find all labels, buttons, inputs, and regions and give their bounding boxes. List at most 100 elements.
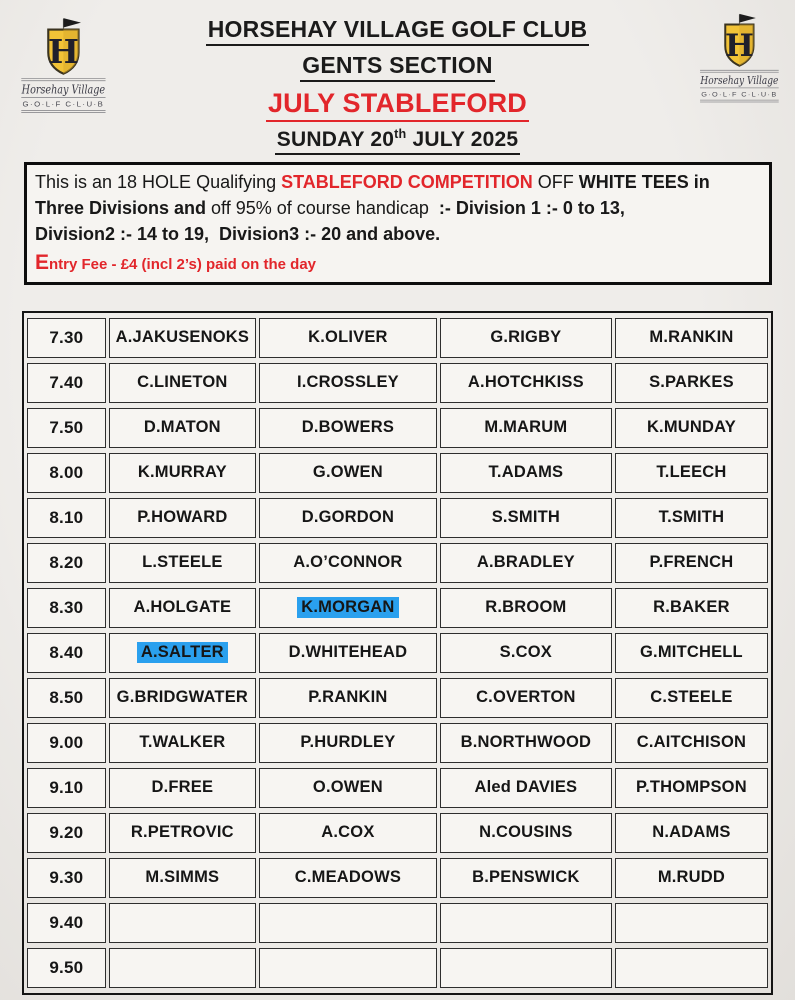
player-name: A.JAKUSENOKS <box>115 328 250 347</box>
player-cell: P.HOWARD <box>108 497 256 538</box>
player-cell: D.GORDON <box>258 497 437 538</box>
player-cell: P.THOMPSON <box>614 767 768 808</box>
player-name: S.SMITH <box>491 508 561 527</box>
club-script-name: Horsehay Village <box>700 73 779 87</box>
player-cell: A.HOTCHKISS <box>439 362 612 403</box>
player-cell <box>258 947 437 988</box>
player-name: C.MEADOWS <box>294 868 402 887</box>
player-cell: R.BROOM <box>439 587 612 628</box>
notice-segment: WHITE TEES in Three Divisions and <box>35 172 710 219</box>
player-name: I.CROSSLEY <box>296 373 399 392</box>
player-cell: C.OVERTON <box>439 677 612 718</box>
shield-shade <box>739 24 754 66</box>
player-name: K.MURRAY <box>137 463 227 482</box>
player-name: M.RANKIN <box>649 328 734 347</box>
player-name: R.BROOM <box>485 598 567 617</box>
player-cell: M.SIMMS <box>108 857 256 898</box>
player-name: A.SALTER <box>136 642 228 664</box>
club-monogram: H <box>725 28 754 64</box>
notice-segment: STABLEFORD COMPETITION <box>281 172 533 192</box>
player-cell <box>258 902 437 943</box>
tee-time-cell: 7.50 <box>27 407 106 448</box>
player-cell: T.ADAMS <box>439 452 612 493</box>
club-crest: H Horsehay Village G·O·L·F C·L·U·B <box>21 18 106 113</box>
player-name: R.BAKER <box>653 598 730 617</box>
player-cell: I.CROSSLEY <box>258 362 437 403</box>
player-name: P.HOWARD <box>137 508 228 527</box>
tee-time-cell: 8.20 <box>27 542 106 583</box>
player-name: D.BOWERS <box>301 418 395 437</box>
player-name: D.MATON <box>143 418 221 437</box>
player-cell: R.PETROVIC <box>108 812 256 853</box>
tee-time-cell: 8.10 <box>27 497 106 538</box>
club-logo-right: H Horsehay Village G·O·L·F C·L·U·B <box>697 10 781 106</box>
player-name: M.SIMMS <box>145 868 220 887</box>
player-name: C.OVERTON <box>476 688 576 707</box>
player-cell <box>439 947 612 988</box>
notice-text: This is an 18 HOLE Qualifying STABLEFORD… <box>35 169 761 247</box>
player-name: N.ADAMS <box>652 823 731 842</box>
flag-icon <box>63 18 81 28</box>
tee-time-cell: 8.30 <box>27 587 106 628</box>
player-name: T.ADAMS <box>488 463 564 482</box>
event-date-prefix: SUNDAY 20 <box>276 128 395 151</box>
player-cell: T.LEECH <box>614 452 768 493</box>
player-cell: L.STEELE <box>108 542 256 583</box>
player-name: D.GORDON <box>301 508 395 527</box>
flag-icon <box>739 13 756 23</box>
player-name: T.LEECH <box>656 463 727 482</box>
tee-sheet-body: 7.30 A.JAKUSENOKS K.OLIVER G.RIGBY M.RANKIN 7… <box>27 317 768 988</box>
player-name: T.SMITH <box>658 508 725 527</box>
player-cell: D.MATON <box>108 407 256 448</box>
player-name: C.LINETON <box>137 373 228 392</box>
player-name: R.PETROVIC <box>130 823 234 842</box>
player-cell: G.MITCHELL <box>614 632 768 673</box>
player-name: K.MUNDAY <box>646 418 736 437</box>
table-row: 9.30 M.SIMMS C.MEADOWS B.PENSWICK M.RUDD <box>27 857 768 898</box>
tee-time-cell: 9.00 <box>27 722 106 763</box>
player-cell: K.OLIVER <box>258 317 437 358</box>
club-script-name: Horsehay Village <box>21 82 105 96</box>
player-cell: T.SMITH <box>614 497 768 538</box>
table-row: 9.20 R.PETROVIC A.COX N.COUSINS N.ADAMS <box>27 812 768 853</box>
player-name: A.BRADLEY <box>476 553 575 572</box>
player-name: Aled DAVIES <box>474 778 578 797</box>
club-crest: H Horsehay Village G·O·L·F C·L·U·B <box>700 13 779 103</box>
player-cell: Aled DAVIES <box>439 767 612 808</box>
player-name: S.COX <box>499 643 553 662</box>
player-cell: S.COX <box>439 632 612 673</box>
event-title: JULY STABLEFORD <box>265 88 530 122</box>
player-cell: C.LINETON <box>108 362 256 403</box>
player-name: N.COUSINS <box>479 823 573 842</box>
event-date-ordinal: th <box>394 127 407 141</box>
table-row: 8.10 P.HOWARD D.GORDON S.SMITH T.SMITH <box>27 497 768 538</box>
player-name: A.O’CONNOR <box>293 553 403 572</box>
header: H Horsehay Village G·O·L·F C·L·U·B H Hor… <box>0 0 795 155</box>
table-row: 7.30 A.JAKUSENOKS K.OLIVER G.RIGBY M.RANKIN <box>27 317 768 358</box>
player-cell: M.RUDD <box>614 857 768 898</box>
club-letters: G·O·L·F C·L·U·B <box>701 91 777 98</box>
player-cell: T.WALKER <box>108 722 256 763</box>
table-row: 9.10 D.FREE O.OWEN Aled DAVIES P.THOMPSON <box>27 767 768 808</box>
player-cell: N.ADAMS <box>614 812 768 853</box>
player-name: P.RANKIN <box>308 688 388 707</box>
competition-notice: This is an 18 HOLE Qualifying STABLEFORD… <box>24 162 772 285</box>
notice-segment: :- Division 1 :- 0 to 13, Division2 :- 1… <box>35 198 625 245</box>
entry-fee-note: Entry Fee - £4 (incl 2’s) paid on the da… <box>35 251 317 275</box>
player-cell: M.RANKIN <box>614 317 768 358</box>
player-cell <box>108 902 256 943</box>
player-cell: A.SALTER <box>108 632 256 673</box>
player-name: B.PENSWICK <box>472 868 580 887</box>
player-cell: A.O’CONNOR <box>258 542 437 583</box>
tee-time-cell: 9.40 <box>27 902 106 943</box>
player-name: T.WALKER <box>139 733 226 752</box>
event-date-suffix: JULY 2025 <box>406 128 519 151</box>
player-cell: K.MURRAY <box>108 452 256 493</box>
player-cell: C.AITCHISON <box>614 722 768 763</box>
player-cell: A.COX <box>258 812 437 853</box>
player-cell: A.BRADLEY <box>439 542 612 583</box>
player-name: G.BRIDGWATER <box>116 688 249 707</box>
club-logo-left: H Horsehay Village G·O·L·F C·L·U·B <box>18 14 108 117</box>
player-cell: G.RIGBY <box>439 317 612 358</box>
